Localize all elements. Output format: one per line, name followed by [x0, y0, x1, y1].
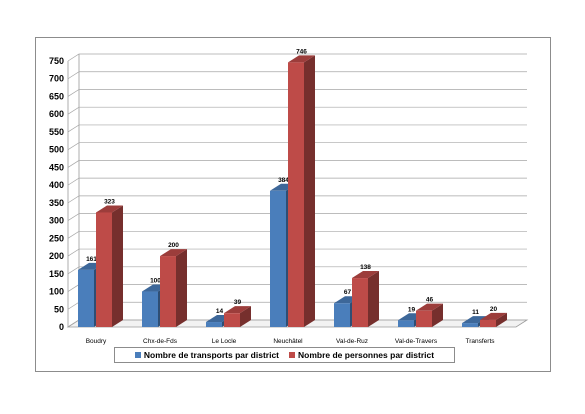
legend-label-transports: Nombre de transports par district — [143, 350, 280, 360]
bar-top-1-5 — [416, 303, 443, 311]
y-tick-label-5: 250 — [49, 233, 64, 243]
y-tick-label-8: 400 — [49, 180, 64, 190]
bar-side-1-0 — [112, 205, 123, 327]
data-label-0-4: 67 — [344, 289, 352, 296]
data-label-1-6: 20 — [490, 306, 498, 313]
y-tick-label-4: 200 — [49, 251, 64, 261]
bar-top-1-3 — [288, 55, 315, 63]
y-tick-label-11: 550 — [49, 127, 64, 137]
gridline-10 — [67, 142, 527, 150]
x-tick-label-1: Chx-de-Fds — [143, 338, 178, 345]
bar-front-0-4 — [334, 303, 350, 327]
legend-label-personnes: Nombre de personnes par district — [298, 350, 435, 360]
bar-top-1-1 — [160, 249, 187, 257]
legend-item-transports: Nombre de transports par district — [134, 350, 280, 360]
bar-front-1-4 — [352, 278, 368, 327]
x-tick-label-6: Transferts — [465, 338, 495, 345]
y-tick-label-12: 600 — [49, 109, 64, 119]
gridline-8 — [67, 177, 527, 186]
gridline-14 — [67, 71, 527, 80]
gridline-4 — [67, 248, 527, 257]
data-label-1-0: 323 — [104, 198, 115, 205]
bar-front-1-2 — [224, 313, 240, 327]
data-label-1-2: 39 — [234, 299, 242, 306]
bar-front-0-2 — [206, 322, 222, 327]
bar-front-0-1 — [142, 291, 158, 327]
y-tick-label-0: 0 — [59, 322, 64, 332]
gridline-5 — [67, 230, 527, 239]
data-label-1-1: 200 — [168, 242, 179, 249]
bar-side-1-6 — [496, 312, 507, 327]
legend: Nombre de transports par district Nombre… — [114, 347, 455, 363]
legend-swatch-transports — [134, 352, 141, 358]
y-tick-label-2: 100 — [49, 287, 64, 297]
gridline-9 — [67, 160, 527, 168]
bar-top-1-2 — [224, 306, 251, 314]
gridline-12 — [67, 106, 527, 115]
x-tick-label-4: Val-de-Ruz — [336, 338, 368, 345]
data-label-0-1: 100 — [150, 278, 161, 285]
data-label-0-0: 161 — [86, 256, 97, 263]
y-tick-label-9: 450 — [49, 162, 64, 172]
x-tick-label-2: Le Locle — [212, 338, 237, 345]
bar-front-1-1 — [160, 256, 176, 327]
legend-item-personnes: Nombre de personnes par district — [289, 350, 434, 360]
bar-side-1-5 — [432, 303, 443, 327]
y-tick-label-1: 50 — [54, 304, 64, 314]
bar-side-1-2 — [240, 306, 251, 327]
bar-front-0-5 — [398, 320, 414, 327]
bar-side-1-3 — [304, 55, 315, 327]
gridline-13 — [67, 89, 527, 97]
bar-side-1-4 — [368, 271, 379, 327]
bar-front-0-0 — [78, 269, 94, 327]
x-tick-label-5: Val-de-Travers — [395, 338, 438, 345]
bar-top-1-0 — [96, 205, 123, 213]
y-tick-label-15: 750 — [49, 56, 64, 66]
bar-top-1-4 — [352, 271, 379, 279]
gridline-15 — [67, 53, 527, 62]
bar-front-1-5 — [416, 310, 432, 327]
bar-top-1-6 — [480, 312, 507, 320]
bar-side-1-1 — [176, 249, 187, 327]
data-label-0-6: 11 — [472, 309, 479, 316]
bar-front-0-6 — [462, 323, 478, 327]
data-label-0-3: 384 — [278, 177, 289, 184]
data-label-1-5: 46 — [426, 297, 434, 304]
bar-front-1-6 — [480, 319, 496, 327]
data-label-1-4: 138 — [360, 264, 371, 271]
y-tick-label-6: 300 — [49, 216, 64, 226]
data-label-1-3: 746 — [296, 48, 307, 55]
y-tick-label-10: 500 — [49, 145, 64, 155]
gridline-6 — [67, 213, 527, 221]
x-tick-label-3: Neuchâtel — [273, 338, 303, 345]
gridline-11 — [67, 124, 527, 133]
x-tick-label-0: Boudry — [86, 338, 107, 345]
gridline-7 — [67, 195, 527, 204]
bar-top-0-6 — [462, 316, 489, 324]
legend-swatch-personnes — [289, 352, 296, 358]
bar-front-1-0 — [96, 212, 112, 327]
y-tick-label-14: 700 — [49, 74, 64, 84]
bar-front-1-3 — [288, 62, 304, 327]
gridline-3 — [67, 266, 527, 275]
y-tick-label-3: 150 — [49, 269, 64, 279]
y-tick-label-13: 650 — [49, 91, 64, 101]
bar-front-0-3 — [270, 190, 286, 327]
data-label-0-5: 19 — [408, 306, 416, 313]
data-label-0-2: 14 — [216, 308, 224, 315]
y-tick-label-7: 350 — [49, 198, 64, 208]
